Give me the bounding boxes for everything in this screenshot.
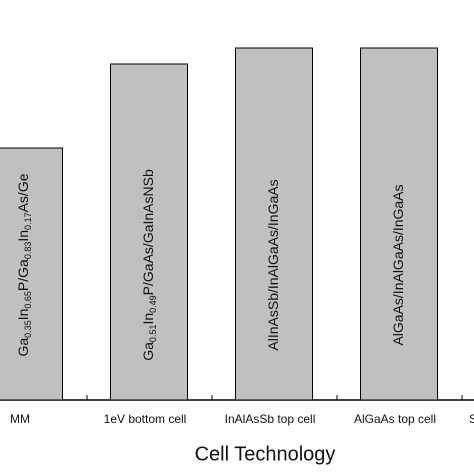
bar: [235, 47, 313, 401]
bar-label: Ga0.51In0.49P/GaAs/GaInAsNSb: [140, 169, 159, 361]
bar: [110, 63, 188, 401]
x-axis-title: Cell Technology: [195, 443, 336, 465]
x-tick-label: S: [469, 412, 474, 426]
bar-label: Ga0.35In0.65P/Ga0.83In0.17As/Ge: [15, 173, 34, 356]
x-tick-label: InAlAsSb top cell: [225, 412, 316, 426]
bar-label: AlInAsSb/InAlGaAs/InGaAs: [265, 179, 281, 350]
x-tick-label: 1eV bottom cell: [104, 412, 187, 426]
bar-label: AlGaAs/InAlGaAs/InGaAs: [390, 184, 406, 345]
bar: [360, 47, 438, 401]
bar: [0, 147, 63, 401]
x-tick-label: MM: [10, 412, 30, 426]
x-tick-label: AlGaAs top cell: [354, 412, 436, 426]
